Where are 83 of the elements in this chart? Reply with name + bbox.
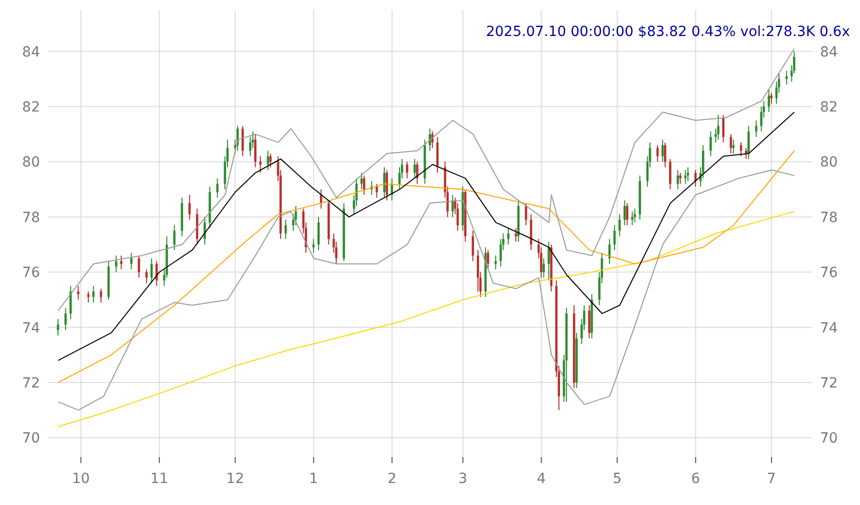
candlestick [785, 70, 788, 85]
candlestick [115, 255, 118, 273]
y-tick-label: 82 [22, 100, 40, 116]
candlestick [676, 170, 679, 190]
candlestick [631, 210, 634, 226]
y2-tick-label: 78 [820, 210, 838, 226]
candlestick [684, 170, 687, 184]
candlestick [414, 158, 416, 179]
y2-tick-label: 82 [820, 100, 838, 116]
line-series [58, 210, 795, 428]
candlestick [624, 200, 626, 226]
y-tick-label: 74 [22, 320, 40, 336]
y-tick-label: 84 [22, 44, 40, 60]
candlestick [626, 202, 628, 226]
candlestick [254, 134, 256, 168]
candlestick [416, 161, 418, 184]
candlestick [428, 128, 432, 152]
candlestick [120, 255, 122, 270]
candlestick [156, 260, 158, 286]
x-tick-label: 12 [226, 470, 244, 487]
x-tick-label: 10 [72, 470, 90, 487]
y-tick-label: 70 [22, 430, 40, 447]
y2-tick-label: 74 [820, 320, 838, 336]
x-tick-label: 5 [612, 470, 622, 487]
candlestick [242, 125, 244, 157]
x-tick-label: 7 [767, 470, 776, 487]
y-tick-label: 76 [22, 265, 40, 282]
line-series [58, 170, 795, 411]
candlestick [732, 139, 735, 154]
candlestick [77, 285, 80, 300]
candlestick [130, 252, 132, 270]
candlestick [376, 183, 378, 198]
candlestick [542, 258, 545, 278]
candlestick [755, 120, 758, 138]
candlestick [259, 156, 262, 174]
annotation: 2025.07.10 00:00:00 $83.82 0.43% vol:278.3K 0.6x [486, 24, 850, 40]
y2-tick-label: 76 [820, 265, 838, 282]
candlestick [664, 142, 666, 168]
candlestick [588, 304, 590, 339]
y-tick-label: 72 [22, 375, 40, 392]
candlestick [173, 224, 176, 251]
line-series [58, 112, 795, 361]
candlestick [661, 139, 664, 162]
y-tick-label: 78 [22, 210, 40, 226]
x-tick-label: 6 [691, 470, 700, 487]
candlestick [770, 92, 773, 104]
x-tick-label: 3 [458, 470, 468, 487]
candlestick [406, 161, 408, 179]
y2-tick-label: 70 [820, 430, 838, 447]
line-series [58, 150, 795, 383]
y2-tick-label: 84 [820, 44, 838, 60]
candlestick [507, 227, 510, 246]
x-tick-label: 11 [150, 470, 168, 487]
y2-tick-label: 72 [820, 375, 838, 392]
x-tick-label: 4 [536, 470, 546, 487]
candlestick [669, 158, 672, 190]
candlestick [717, 114, 720, 140]
candlestick [472, 230, 474, 262]
x-tick-label: 1 [309, 470, 318, 487]
candlestick [266, 150, 270, 171]
x-tick-label: 2 [388, 470, 397, 487]
candlestick [494, 255, 497, 270]
candlestick [452, 194, 454, 218]
candlestick [87, 290, 90, 303]
candlestick [312, 238, 315, 254]
candlestick [216, 178, 219, 198]
candlestick [269, 152, 272, 168]
candlestick [383, 166, 386, 198]
y2-tick-label: 80 [820, 154, 838, 171]
line-series [58, 48, 795, 312]
candlestick [710, 130, 712, 157]
candlestick [284, 219, 287, 240]
candlestick [679, 172, 682, 184]
candlestick [386, 170, 388, 201]
candlestick [634, 208, 636, 223]
candlestick [514, 227, 518, 242]
y-tick-label: 80 [22, 154, 40, 171]
candlestick [768, 90, 770, 113]
candlestick [548, 241, 550, 281]
candlestick [204, 216, 206, 246]
candlestick [747, 125, 750, 160]
candlestick [722, 114, 724, 143]
candlestick [70, 285, 72, 320]
